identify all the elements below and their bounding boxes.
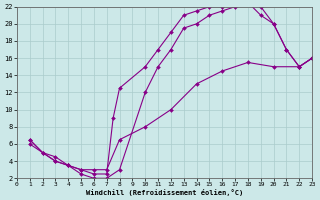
X-axis label: Windchill (Refroidissement éolien,°C): Windchill (Refroidissement éolien,°C)	[86, 189, 243, 196]
